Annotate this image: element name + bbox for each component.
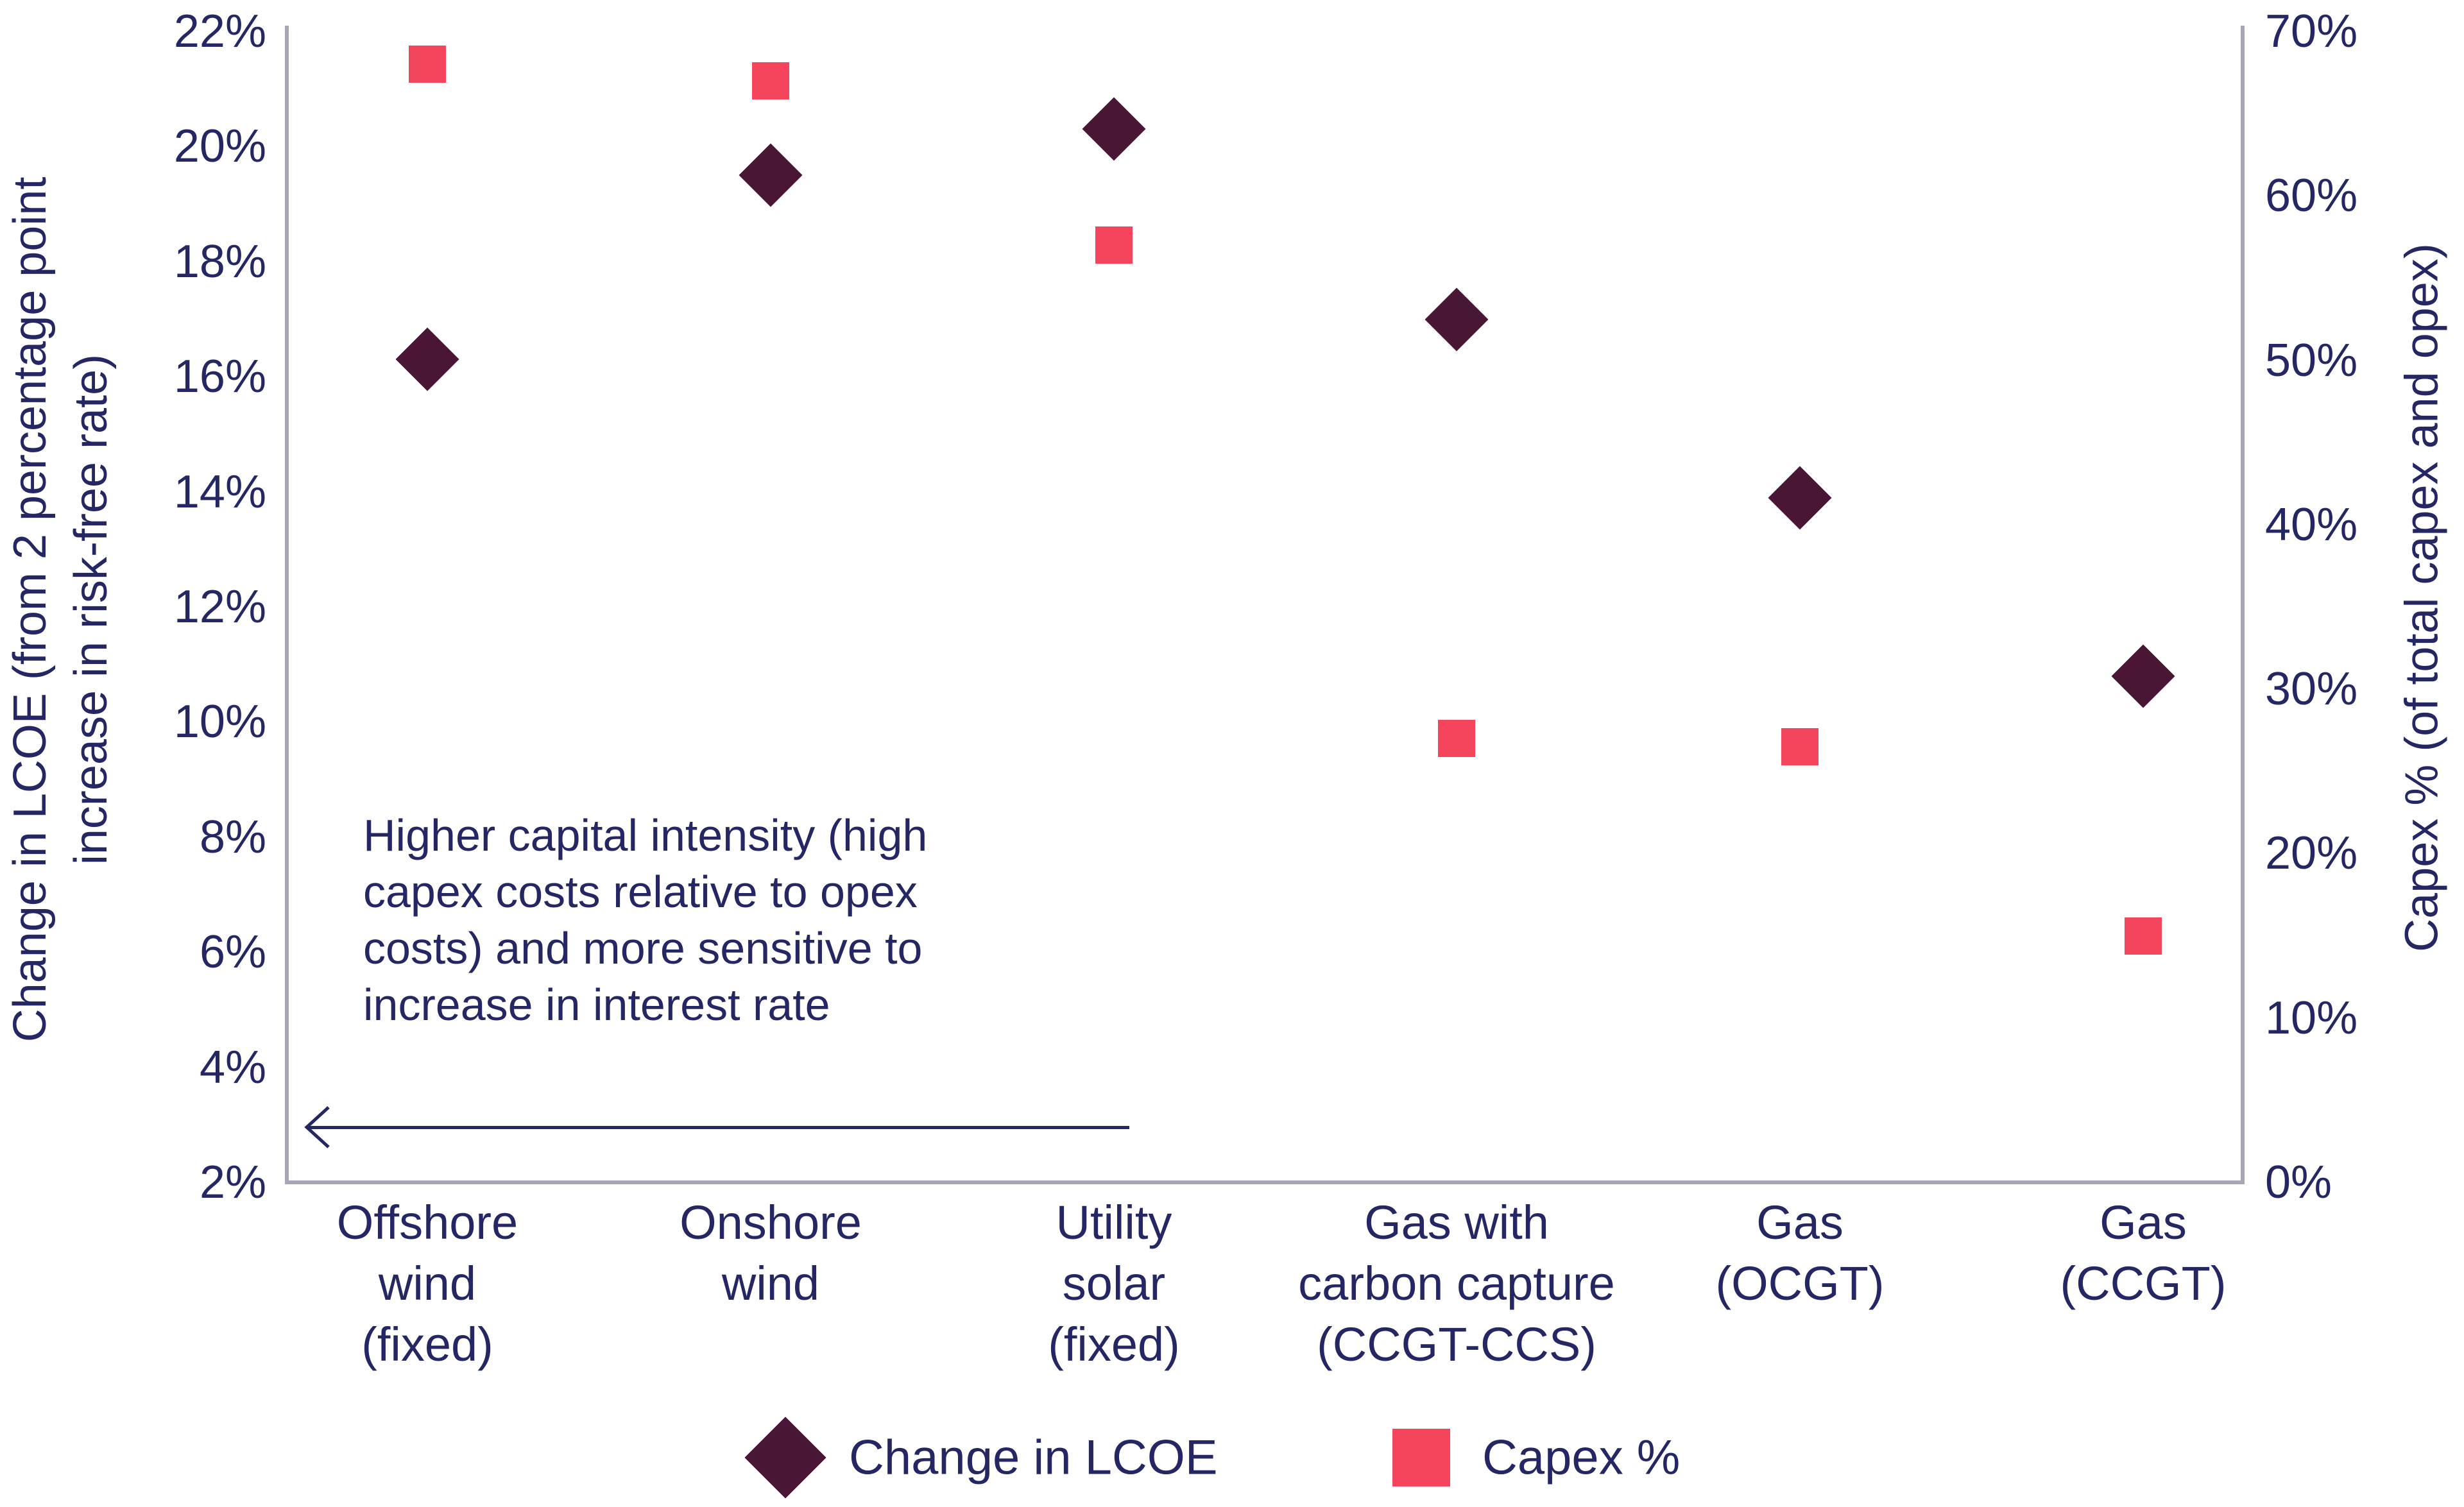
annotation-line: costs) and more sensitive to (363, 923, 923, 973)
right-axis-tick: 40% (2265, 498, 2358, 550)
legend-label-lcoe: Change in LCOE (849, 1430, 1218, 1485)
right-axis-tick: 20% (2265, 828, 2358, 880)
left-axis-tick: 10% (173, 696, 266, 748)
lcoe-marker (739, 143, 803, 207)
capex-marker (409, 46, 446, 83)
right-axis-tick: 10% (2265, 992, 2358, 1044)
left-axis-tick: 14% (173, 466, 266, 518)
right-axis-line (2241, 26, 2245, 1182)
left-axis-tick: 22% (173, 6, 266, 57)
x-axis-category-label: Offshore wind (fixed) (336, 1196, 518, 1371)
left-axis-tick: 20% (173, 121, 266, 173)
left-arrow-icon (304, 1106, 330, 1148)
left-axis-tick: 4% (199, 1041, 266, 1093)
x-axis-category-label: Gas (OCGT) (1715, 1196, 1885, 1310)
left-axis-title-line1: Change in LCOE (from 2 percentage point (4, 176, 56, 1043)
x-axis-category-label: Gas with carbon capture (CCGT-CCS) (1298, 1196, 1615, 1371)
lcoe-marker (1768, 466, 1832, 530)
lcoe-marker (1425, 287, 1489, 351)
x-axis-category-label: Utility solar (fixed) (1048, 1196, 1180, 1371)
left-axis-tick: 12% (173, 581, 266, 633)
right-axis-tick: 30% (2265, 663, 2358, 715)
lcoe-marker (395, 327, 459, 391)
capex-marker (1095, 226, 1133, 264)
left-axis-tick: 16% (173, 351, 266, 403)
lcoe-diamond-icon (744, 1417, 826, 1499)
capex-marker (752, 62, 789, 99)
legend-label-capex: Capex % (1482, 1430, 1681, 1485)
right-axis-tick: 70% (2265, 6, 2358, 57)
annotation-arrow-shaft (306, 1126, 1129, 1129)
right-axis-tick: 50% (2265, 334, 2358, 386)
left-axis-tick: 6% (199, 926, 266, 978)
x-axis-baseline (285, 1180, 2245, 1184)
left-axis-tick: 2% (199, 1157, 266, 1208)
left-axis-tick: 18% (173, 235, 266, 287)
chart-legend: Change in LCOE Capex % (0, 1411, 2464, 1504)
annotation-line: Higher capital intensity (high (363, 810, 928, 860)
annotation-line: capex costs relative to opex (363, 867, 918, 917)
right-axis-tick: 0% (2265, 1157, 2332, 1208)
capex-marker (2125, 917, 2162, 955)
lcoe-marker (1082, 97, 1146, 161)
left-axis-line (285, 26, 289, 1182)
x-axis-category-label: Gas (CCGT) (2060, 1196, 2227, 1310)
x-axis-category-label: Onshore wind (680, 1196, 862, 1310)
right-axis-title: Capex % (of total capex and opex) (2396, 243, 2448, 952)
capex-marker (1781, 728, 1818, 765)
left-axis-tick: 8% (199, 811, 266, 863)
lcoe-marker (2111, 644, 2175, 708)
capex-square-icon (1392, 1429, 1450, 1486)
annotation-text: Higher capital intensity (high capex cos… (363, 807, 927, 1033)
right-axis-tick: 60% (2265, 170, 2358, 222)
annotation-line: increase in interest rate (363, 980, 830, 1030)
capex-marker (1438, 720, 1475, 758)
